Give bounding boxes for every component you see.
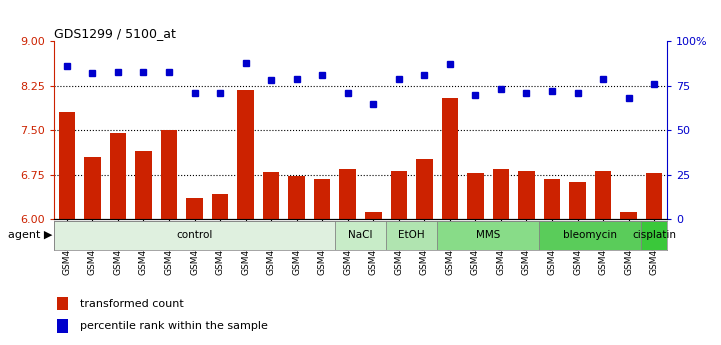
- Bar: [335, 221, 386, 250]
- Text: transformed count: transformed count: [80, 298, 184, 308]
- Bar: [391, 170, 407, 219]
- Text: bleomycin: bleomycin: [563, 230, 617, 240]
- Bar: [518, 170, 535, 219]
- Bar: [544, 179, 560, 219]
- Bar: [57, 297, 68, 310]
- Bar: [288, 176, 305, 219]
- Bar: [110, 133, 126, 219]
- Text: agent ▶: agent ▶: [8, 230, 53, 240]
- Bar: [416, 159, 433, 219]
- Bar: [237, 90, 254, 219]
- Bar: [642, 221, 667, 250]
- Bar: [539, 221, 642, 250]
- Text: GDS1299 / 5100_at: GDS1299 / 5100_at: [54, 27, 176, 40]
- Bar: [186, 198, 203, 219]
- Bar: [365, 212, 381, 219]
- Bar: [161, 130, 177, 219]
- Text: NaCl: NaCl: [348, 230, 373, 240]
- Bar: [58, 112, 75, 219]
- Bar: [314, 179, 330, 219]
- Bar: [570, 183, 586, 219]
- Bar: [595, 170, 611, 219]
- Bar: [135, 151, 151, 219]
- Bar: [492, 169, 509, 219]
- Bar: [467, 173, 484, 219]
- Bar: [212, 194, 229, 219]
- Bar: [57, 319, 68, 333]
- Bar: [437, 221, 539, 250]
- Text: MMS: MMS: [476, 230, 500, 240]
- Bar: [646, 173, 663, 219]
- Bar: [441, 98, 458, 219]
- Text: EtOH: EtOH: [398, 230, 425, 240]
- Bar: [54, 221, 335, 250]
- Bar: [340, 169, 356, 219]
- Text: percentile rank within the sample: percentile rank within the sample: [80, 321, 267, 331]
- Bar: [84, 157, 101, 219]
- Bar: [386, 221, 437, 250]
- Text: control: control: [177, 230, 213, 240]
- Bar: [620, 212, 637, 219]
- Text: cisplatin: cisplatin: [632, 230, 676, 240]
- Bar: [263, 172, 280, 219]
